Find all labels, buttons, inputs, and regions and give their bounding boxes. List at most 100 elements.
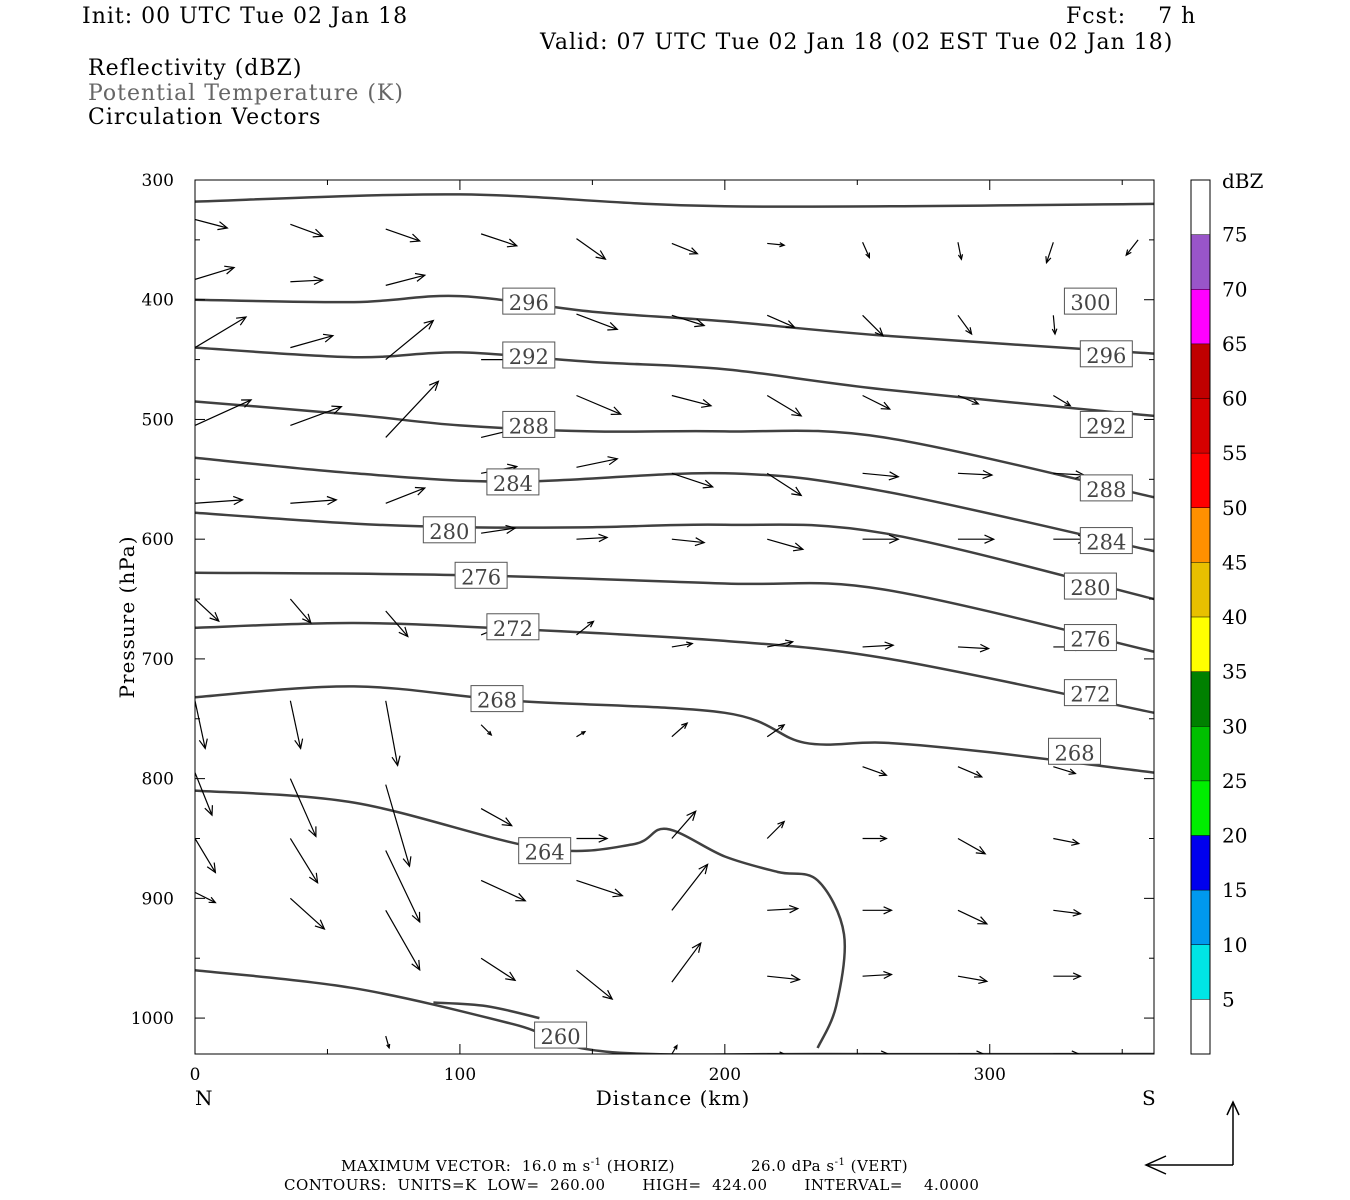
contour-label-box [486, 613, 540, 641]
vector-shaft [385, 487, 426, 504]
circulation-vector [1125, 239, 1139, 257]
x-tick-label: 300 [974, 1065, 1006, 1085]
vector-arrowhead [598, 533, 609, 543]
vector-arrowhead [888, 471, 900, 481]
colorbar-swatch [1191, 234, 1210, 290]
colorbar-swatch [1191, 343, 1210, 399]
vector-arrowhead [880, 401, 892, 410]
circulation-vector [1053, 766, 1077, 775]
contour-label: 276 [1070, 628, 1110, 652]
vector-arrowhead [386, 1043, 391, 1050]
vector-shaft [289, 897, 325, 930]
colorbar-swatch [1191, 999, 1210, 1054]
vector-shaft [767, 908, 798, 911]
circulation-vector [671, 941, 702, 983]
contour-label: 292 [509, 345, 549, 369]
vector-shaft [671, 864, 709, 911]
contour-label-box [1079, 474, 1133, 502]
vector-shaft [1053, 472, 1084, 476]
circulation-vector [862, 906, 893, 915]
colorbar-swatch [1191, 507, 1210, 563]
circulation-vector [766, 820, 786, 839]
vector-shaft [1053, 394, 1071, 407]
field-potential-temperature: Potential Temperature (K) [88, 81, 404, 106]
vector-arrowhead [785, 320, 796, 328]
vector-arrowhead [610, 406, 623, 415]
circulation-vector [671, 1044, 678, 1054]
circulation-vector [671, 394, 713, 408]
colorbar-swatch [1191, 562, 1210, 617]
circulation-vector [195, 265, 236, 280]
colorbar-swatch [1191, 726, 1210, 781]
vector-shaft [195, 399, 252, 426]
circulation-vector [671, 314, 706, 328]
y-tick-label: 400 [142, 291, 174, 311]
y-tick-label: 1000 [131, 1009, 174, 1029]
contour-line-300 [195, 193, 1154, 208]
vector-arrowhead [409, 233, 422, 243]
init-time: Init: 00 UTC Tue 02 Jan 18 [82, 4, 409, 29]
colorbar-label: 65 [1222, 332, 1247, 356]
vector-arrowhead [883, 970, 893, 980]
circulation-vector [195, 399, 253, 426]
circulation-vector [385, 228, 422, 243]
y-tick-label: 600 [142, 530, 174, 550]
y-tick-label: 800 [142, 770, 174, 790]
vector-arrowhead [788, 904, 800, 914]
circulation-vector [290, 333, 335, 349]
vector-shaft [195, 218, 228, 229]
colorbar-swatch [1191, 180, 1210, 235]
circulation-vector [862, 970, 893, 980]
circulation-vector [766, 723, 786, 738]
vector-shaft [480, 957, 516, 981]
contour-label: 288 [1086, 478, 1126, 502]
y-axis: 300 400 500 600 700 800 900 1000 [131, 171, 1154, 1029]
vector-arrowhead [224, 265, 236, 275]
contour-label-box [1063, 624, 1117, 652]
vector-shaft [289, 700, 302, 749]
circulation-vector [195, 598, 220, 623]
vector-arrowhead [681, 722, 689, 729]
vector-shaft [576, 969, 613, 1000]
circulation-vector [1053, 1050, 1081, 1054]
vector-arrowhead [698, 863, 709, 875]
vector-arrowhead [506, 238, 519, 248]
vector-shaft [195, 838, 216, 873]
vector-shaft [671, 394, 712, 407]
circulation-vector [957, 394, 980, 405]
circulation-vector [957, 909, 989, 925]
vector-shaft [195, 891, 216, 904]
vector-arrowhead [206, 862, 217, 874]
circulation-vector [385, 272, 427, 286]
vector-shaft [767, 975, 800, 981]
vector-arrowhead [975, 845, 987, 855]
vector-arrowhead [515, 892, 527, 902]
circulation-vector [480, 879, 527, 902]
vector-arrowhead [428, 380, 440, 391]
circulation-vector [671, 810, 697, 839]
vector-shaft [671, 642, 693, 648]
contour-label: 268 [477, 689, 517, 713]
vector-shaft [1053, 766, 1076, 775]
circulation-vector [767, 1051, 786, 1054]
circulation-vector [957, 766, 984, 778]
vector-shaft [767, 641, 793, 648]
contour-label: 272 [493, 617, 533, 641]
y-tick-label: 900 [142, 889, 174, 909]
circulation-vector [671, 863, 709, 911]
colorbar-swatch [1191, 835, 1210, 891]
circulation-vector [1053, 908, 1082, 917]
vector-arrowhead [314, 919, 326, 930]
circulation-vector [862, 534, 900, 544]
vector-shaft [1053, 909, 1081, 915]
circulation-vector [767, 904, 800, 914]
circulation-vector [576, 620, 595, 636]
vector-shaft [576, 731, 586, 738]
max-vector-horiz: MAXIMUM VECTOR: 16.0 m s [341, 1157, 591, 1175]
circulation-vector [385, 910, 421, 972]
vector-shaft [957, 314, 973, 335]
circulation-vector [767, 538, 805, 552]
circulation-vector [957, 1050, 985, 1054]
contour-label-box [502, 287, 556, 315]
vector-arrowhead [888, 534, 900, 544]
